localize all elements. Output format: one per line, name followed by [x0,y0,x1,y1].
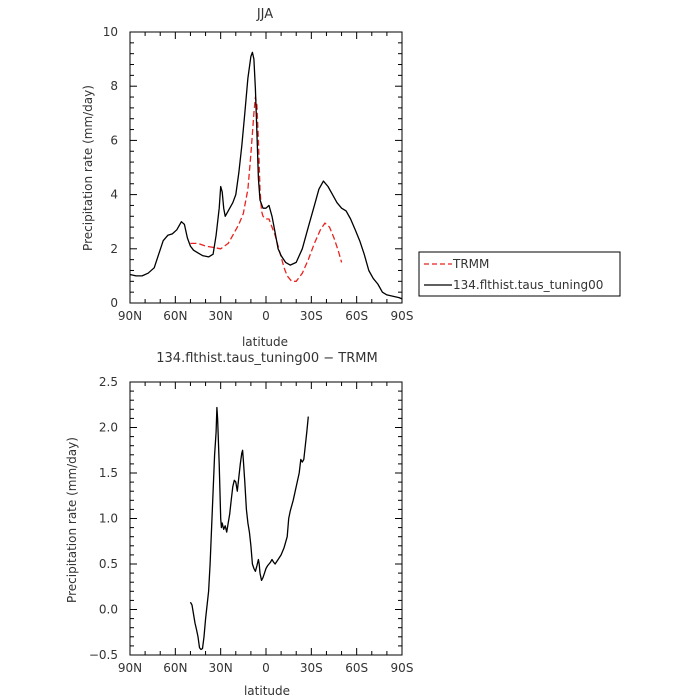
legend-label-trmm: TRMM [452,257,489,271]
bottom-chart: 90N 60N 30N 0 30S 60S 90S −0.5 0.0 0.5 1.0 1.5 2.0 2.… [89,375,414,675]
top-y-tick-label: 4 [110,188,118,202]
top-chart: 90N 60N 30N 0 30S 60S 90S 0 2 4 6 8 10 [103,25,414,323]
top-x-tick-label: 90N [118,309,142,323]
top-y-tick-label: 6 [110,133,118,147]
top-x-tick-label: 90S [391,309,414,323]
bottom-x-tick-label: 30S [300,661,323,675]
top-x-tick-label: 30N [209,309,233,323]
bottom-x-tick-label: 30N [209,661,233,675]
top-chart-y-axis-label: Precipitation rate (mm/day) [81,85,95,251]
top-chart-title: JJA [256,7,273,22]
bottom-y-tick-label: 0.5 [99,557,118,571]
bottom-series-line-0 [189,406,309,651]
top-series-line-trmm [190,96,343,282]
bottom-x-tick-label: 0 [262,661,270,675]
bottom-y-tick-label: 2.0 [99,421,118,435]
legend-box [418,251,621,297]
legend: TRMM 134.flthist.taus_tuning00 [418,251,621,297]
top-series-line-134-flthist-taus-tuning00 [129,51,403,300]
bottom-x-tick-label: 60S [345,661,368,675]
top-y-tick-label: 8 [110,79,118,93]
bottom-x-tick-label: 90N [118,661,142,675]
top-x-tick-label: 60N [163,309,187,323]
bottom-plot-frame [129,381,403,656]
top-y-tick-label: 10 [103,25,118,39]
top-x-tick-label: 30S [300,309,323,323]
bottom-y-tick-label: 1.0 [99,512,118,526]
top-x-tick-label: 0 [262,309,270,323]
top-x-tick-label: 60S [345,309,368,323]
legend-label-model: 134.flthist.taus_tuning00 [453,278,603,292]
top-y-tick-label: 2 [110,242,118,256]
top-chart-x-axis-label: latitude [242,335,288,349]
top-plot-frame [129,31,403,304]
bottom-y-tick-label: 2.5 [99,375,118,389]
bottom-x-tick-label: 60N [163,661,187,675]
bottom-y-tick-label: 1.5 [99,466,118,480]
bottom-x-tick-label: 90S [391,661,414,675]
bottom-chart-y-axis-label: Precipitation rate (mm/day) [65,437,79,603]
bottom-chart-x-axis-label: latitude [244,684,290,698]
bottom-y-tick-label: 0.0 [99,603,118,617]
bottom-y-tick-label: −0.5 [89,648,118,662]
bottom-chart-title: 134.flthist.taus_tuning00 − TRMM [156,351,377,366]
top-y-tick-label: 0 [110,296,118,310]
